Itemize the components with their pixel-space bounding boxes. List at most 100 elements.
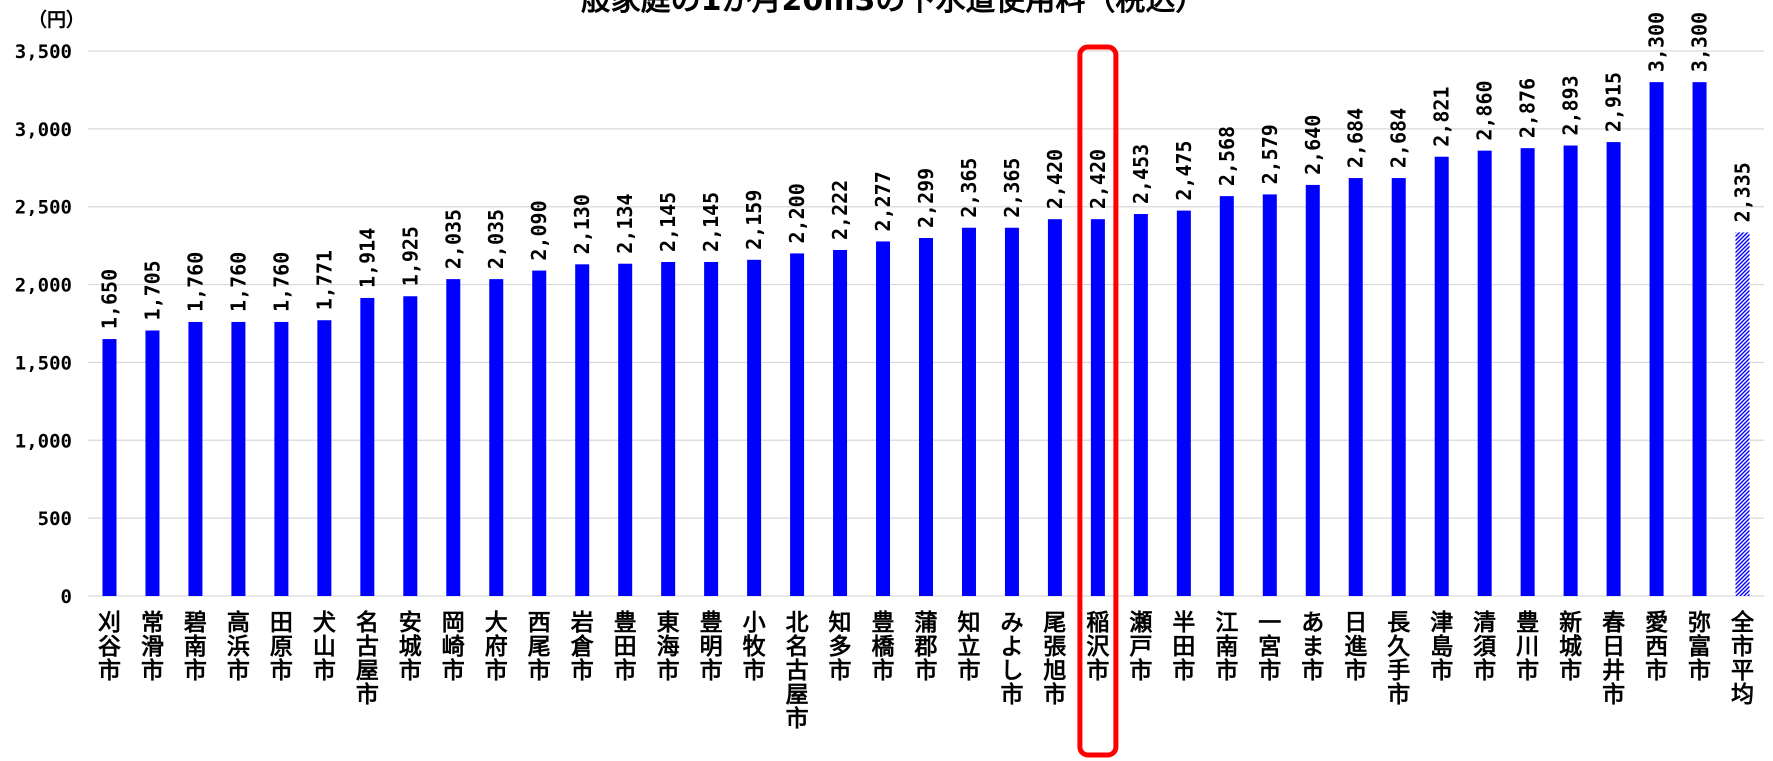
bar xyxy=(145,330,160,596)
category-label: 岡崎市 xyxy=(442,610,465,684)
bar xyxy=(1520,148,1535,596)
bar xyxy=(919,238,933,596)
category-label: 安城市 xyxy=(399,609,422,684)
category-label: 一宮市 xyxy=(1258,610,1281,684)
bar xyxy=(1133,214,1148,597)
chart-title: 一般家庭の1か月20m3の下水道使用料（税込） xyxy=(551,0,1206,18)
data-label: 2,365 xyxy=(1000,158,1024,218)
bar xyxy=(1692,82,1707,596)
data-label: 2,145 xyxy=(699,192,723,252)
category-label: 江南市 xyxy=(1215,610,1238,684)
bar xyxy=(274,321,289,596)
bar xyxy=(833,250,848,596)
data-label: 2,821 xyxy=(1430,87,1454,147)
data-label: 1,760 xyxy=(183,252,207,312)
data-label: 2,222 xyxy=(828,180,852,240)
category-label: あま市 xyxy=(1301,610,1324,684)
bar xyxy=(1477,150,1492,596)
category-label: 愛西市 xyxy=(1645,610,1668,684)
y-axis-ticks: 0 500 1,000 1,500 2,000 2,500 3,000 3,500 xyxy=(15,41,72,608)
bar xyxy=(102,339,117,596)
category-label: 大府市 xyxy=(485,610,508,684)
y-tick-label: 1,000 xyxy=(15,430,72,452)
bar xyxy=(1348,178,1363,596)
highlight-box xyxy=(1077,44,1119,758)
bar xyxy=(1090,219,1105,596)
data-label: 2,420 xyxy=(1086,149,1110,209)
bar xyxy=(1047,219,1062,596)
data-label: 2,335 xyxy=(1731,162,1755,222)
data-label: 2,145 xyxy=(656,192,680,252)
category-label: 常滑市 xyxy=(141,610,164,684)
bar xyxy=(532,270,547,596)
category-label: 高浜市 xyxy=(227,609,250,684)
category-label: 北名古屋市 xyxy=(786,610,809,732)
data-label: 1,705 xyxy=(140,260,164,320)
category-label: 岩倉市 xyxy=(570,610,595,684)
bar xyxy=(618,263,633,596)
bar xyxy=(1176,210,1191,596)
category-label: 刈谷市 xyxy=(98,610,122,684)
data-label: 2,277 xyxy=(871,171,895,231)
data-label: 2,876 xyxy=(1516,78,1540,138)
bar xyxy=(661,261,676,596)
data-label: 2,299 xyxy=(914,168,938,228)
data-label: 2,860 xyxy=(1473,80,1497,140)
data-label: 1,925 xyxy=(398,226,422,286)
category-label: 知多市 xyxy=(829,609,852,684)
data-label: 2,090 xyxy=(527,200,551,260)
bar xyxy=(231,321,246,596)
y-tick-label: 3,000 xyxy=(15,119,72,141)
bar xyxy=(403,296,418,596)
category-label: 豊橋市 xyxy=(872,609,896,684)
category-label: 津島市 xyxy=(1430,609,1453,684)
category-label: 西尾市 xyxy=(528,610,551,684)
category-label: 田原市 xyxy=(270,610,293,684)
y-tick-label: 0 xyxy=(61,586,72,608)
bar xyxy=(1305,184,1320,596)
bar xyxy=(1649,82,1664,596)
bar xyxy=(446,279,461,596)
data-label: 2,134 xyxy=(613,193,637,253)
bar xyxy=(1391,178,1406,596)
bar xyxy=(489,279,504,596)
y-tick-label: 500 xyxy=(38,508,72,530)
data-label: 1,771 xyxy=(312,250,336,310)
bar xyxy=(1219,196,1234,596)
category-label: 日進市 xyxy=(1344,610,1367,684)
category-label: 豊川市 xyxy=(1516,609,1539,684)
category-label: 碧南市 xyxy=(183,609,207,684)
category-label: 清須市 xyxy=(1473,610,1497,684)
bar xyxy=(1563,145,1578,597)
category-label: 小牧市 xyxy=(743,610,767,684)
category-label: 蒲郡市 xyxy=(914,610,938,684)
data-label: 2,684 xyxy=(1387,108,1411,168)
category-label: 春日井市 xyxy=(1601,610,1626,708)
bar xyxy=(1434,156,1449,597)
data-label: 2,475 xyxy=(1172,140,1196,200)
category-label: 半田市 xyxy=(1172,610,1195,684)
data-label: 1,914 xyxy=(355,228,379,288)
bar xyxy=(1004,227,1019,596)
y-tick-label: 3,500 xyxy=(15,41,72,63)
data-label: 2,915 xyxy=(1602,72,1626,132)
data-label: 2,159 xyxy=(742,190,766,250)
data-label: 2,130 xyxy=(570,194,594,254)
category-labels: 刈谷市常滑市碧南市高浜市田原市犬山市名古屋市安城市岡崎市大府市西尾市岩倉市豊田市… xyxy=(98,609,1755,732)
category-label: 犬山市 xyxy=(313,610,337,684)
bars xyxy=(102,82,1750,597)
data-label: 2,200 xyxy=(785,183,809,243)
bar xyxy=(1606,142,1621,597)
bar xyxy=(876,241,891,596)
y-axis-unit: （円） xyxy=(28,8,85,31)
data-label: 2,893 xyxy=(1559,75,1583,135)
category-label: 豊田市 xyxy=(614,609,637,684)
data-label: 3,300 xyxy=(1645,12,1669,72)
bar xyxy=(790,253,805,596)
data-labels: 1,650 1,705 1,760 1,760 1,760 1,771 1,914 1,925… xyxy=(97,12,1754,329)
category-label: 名古屋市 xyxy=(356,609,379,708)
data-label: 2,684 xyxy=(1344,108,1368,168)
y-tick-label: 1,500 xyxy=(15,352,72,374)
y-tick-label: 2,500 xyxy=(15,197,72,219)
